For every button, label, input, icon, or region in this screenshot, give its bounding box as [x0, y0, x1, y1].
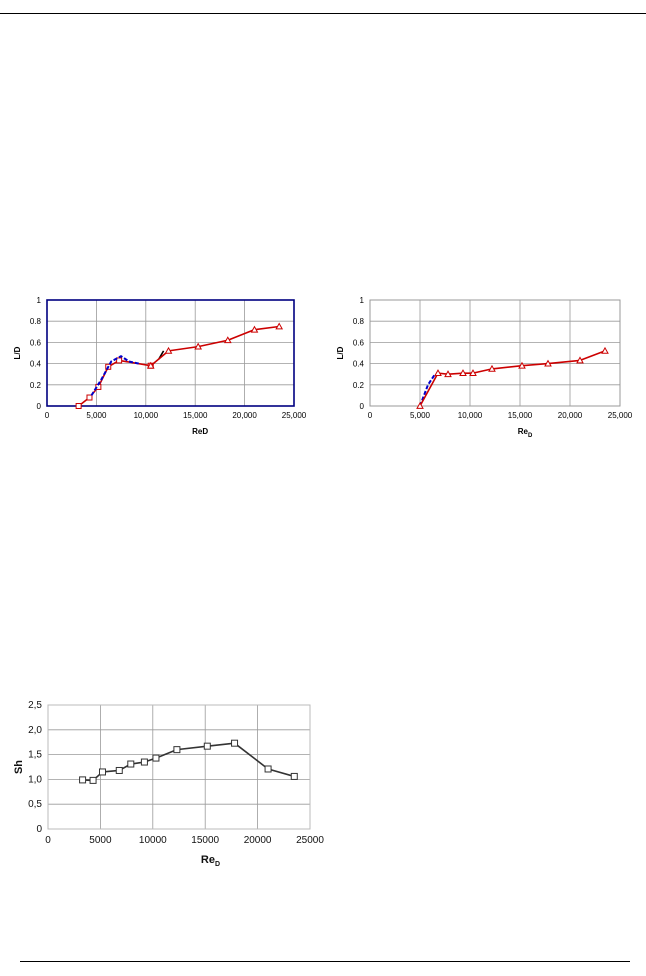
chart-svg: 0 5000 10000 15000 20000 25000 0 0,5 1,0 1,5 2,0 2,…	[13, 700, 324, 868]
x-tick-label: 5000	[89, 835, 112, 846]
data-point	[544, 359, 552, 367]
y-tick-label: 0.6	[353, 338, 365, 347]
plot-frame	[46, 299, 295, 407]
y-tick-label: 0	[360, 402, 365, 411]
y-axis-label: L/D	[336, 346, 345, 359]
data-point	[203, 742, 211, 750]
data-point	[164, 346, 173, 354]
x-axis-label: ReD	[201, 854, 220, 868]
data-point	[576, 356, 584, 364]
chart-svg: 0 5,000 10,000 15,000 20,000 25,000 0 0.2 0.4 0.6…	[13, 296, 307, 436]
data-point	[115, 766, 123, 774]
y-tick-label: 1,0	[28, 774, 42, 785]
y-tick-label: 0,5	[28, 799, 42, 810]
series-line	[90, 355, 140, 396]
data-point	[194, 342, 203, 350]
x-tick-label: 10,000	[458, 411, 483, 420]
series-line	[419, 373, 436, 407]
x-tick-label: 10000	[139, 835, 167, 846]
data-point	[469, 369, 477, 377]
data-point	[127, 760, 135, 768]
y-tick-label: 2,5	[28, 700, 42, 711]
y-tick-label: 0.4	[30, 360, 42, 369]
header-rule	[0, 13, 646, 14]
data-point	[444, 370, 452, 378]
y-tick-label: 0.2	[30, 381, 42, 390]
x-tick-label: 0	[45, 835, 51, 846]
x-tick-label: 10,000	[134, 411, 159, 420]
y-axis-label: L/D	[13, 346, 22, 359]
x-tick-label: 15,000	[183, 411, 208, 420]
data-point	[79, 776, 87, 784]
x-tick-label: 0	[45, 411, 50, 420]
y-tick-label: 0.4	[353, 360, 365, 369]
x-tick-label: 15000	[191, 835, 219, 846]
y-tick-label: 1	[37, 296, 42, 305]
data-point	[250, 325, 259, 333]
data-point	[86, 394, 93, 401]
data-point	[75, 403, 82, 409]
data-point	[116, 357, 123, 364]
data-point	[416, 401, 424, 409]
plot-frame	[47, 704, 311, 830]
x-tick-label: 25000	[296, 835, 324, 846]
footer-rule	[20, 961, 630, 962]
data-point	[290, 772, 298, 780]
data-point	[518, 361, 526, 369]
data-point	[434, 369, 442, 377]
y-tick-label: 2,0	[28, 725, 42, 736]
x-tick-label: 20,000	[558, 411, 583, 420]
y-tick-label: 0.6	[30, 338, 42, 347]
data-point	[173, 746, 181, 754]
data-point	[223, 336, 232, 344]
data-point	[140, 758, 148, 766]
data-point	[98, 768, 106, 776]
data-point	[264, 765, 272, 773]
data-point	[89, 776, 97, 784]
data-point	[601, 346, 609, 354]
y-tick-label: 0	[36, 824, 42, 835]
chart-ld-vs-red-right: 0 5,000 10,000 15,000 20,000 25,000 0 0.2 0.4 0.6…	[326, 290, 636, 450]
x-tick-label: 20000	[244, 835, 272, 846]
series-line	[150, 325, 280, 367]
chart-sh-vs-red: 0 5000 10000 15000 20000 25000 0 0,5 1,0 1,5 2,0 2,…	[0, 690, 330, 880]
series-line	[82, 742, 295, 782]
x-tick-label: 0	[368, 411, 373, 420]
data-point	[152, 754, 160, 762]
y-tick-label: 0.8	[353, 317, 365, 326]
data-point	[275, 322, 284, 330]
plot-frame	[369, 299, 621, 407]
chart-svg: 0 5,000 10,000 15,000 20,000 25,000 0 0.2 0.4 0.6…	[336, 296, 633, 439]
y-axis-label: Sh	[13, 760, 25, 774]
y-tick-label: 0.8	[30, 317, 42, 326]
y-tick-label: 0.2	[353, 381, 365, 390]
x-tick-label: 25,000	[608, 411, 633, 420]
series-line	[419, 350, 606, 407]
x-tick-label: 20,000	[232, 411, 257, 420]
data-point	[488, 364, 496, 372]
y-tick-label: 1,5	[28, 750, 42, 761]
y-tick-label: 0	[37, 402, 42, 411]
x-tick-label: 15,000	[508, 411, 533, 420]
x-tick-label: 5,000	[410, 411, 431, 420]
chart-ld-vs-red-left: 0 5,000 10,000 15,000 20,000 25,000 0 0.2 0.4 0.6…	[0, 290, 310, 450]
data-point	[459, 369, 467, 377]
x-tick-label: 25,000	[282, 411, 307, 420]
data-point	[231, 739, 239, 747]
x-tick-label: 5,000	[86, 411, 107, 420]
y-tick-label: 1	[360, 296, 365, 305]
x-axis-label: ReD	[518, 427, 533, 439]
data-point	[146, 361, 155, 369]
x-axis-label: ReD	[192, 427, 208, 436]
